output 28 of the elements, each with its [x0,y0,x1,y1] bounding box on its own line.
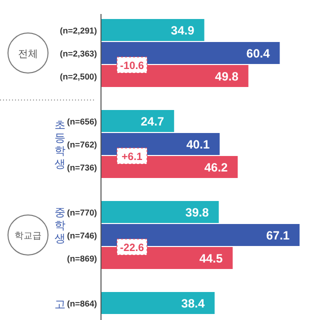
text: 학교급 [14,232,42,242]
data-label: 24.7 [140,114,164,128]
y-tick-label: (n=869) [67,254,98,264]
y-tick-label: (n=770) [67,208,98,218]
annotation: -10.6 [120,60,144,72]
text: 중학생 [54,206,66,245]
data-label: 34.9 [170,24,195,38]
data-label: 67.1 [266,228,290,242]
y-tick-label: (n=2,500) [60,72,98,82]
data-label: 60.4 [246,46,270,60]
data-label: 46.2 [204,160,228,174]
text: 초등학생 [54,118,66,170]
data-label: 44.5 [199,252,224,266]
y-tick-label: (n=2,291) [60,26,98,36]
y-tick-label: (n=656) [67,116,98,126]
data-label: 40.1 [186,138,210,152]
y-tick-label: (n=2,363) [60,48,98,58]
text: 고 [54,298,66,311]
y-tick-label: (n=762) [67,140,98,150]
y-tick-label: (n=864) [67,298,98,308]
data-label: 49.8 [215,70,239,84]
annotation: +6.1 [122,151,143,163]
y-tick-label: (n=736) [67,162,98,172]
data-label: 39.8 [185,206,210,220]
data-label: 38.4 [181,296,205,310]
annotation: -22.6 [120,242,144,254]
text: 전체 [18,49,38,60]
y-tick-label: (n=746) [67,230,98,240]
